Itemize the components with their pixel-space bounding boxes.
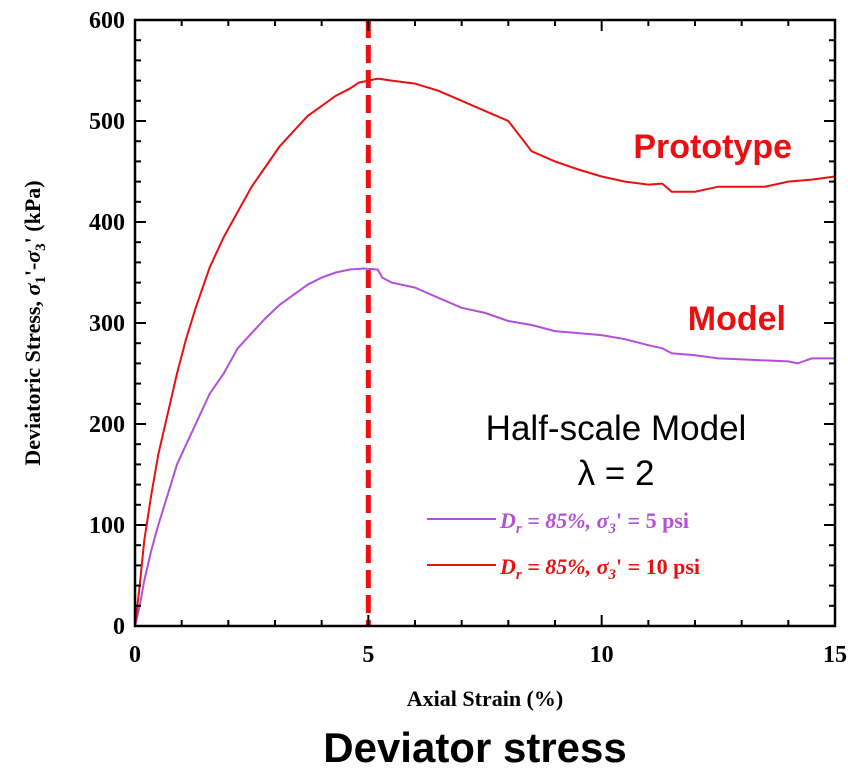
series-line-1 [134, 77, 836, 627]
legend-label-10psi: Dr = 85%, σ3' = 10 psi [499, 554, 700, 583]
y-tick-label: 300 [89, 311, 125, 337]
y-tick-label: 200 [89, 412, 125, 438]
y-tick-label: 400 [89, 210, 125, 236]
legend: Dr = 85%, σ3' = 5 psi Dr = 85%, σ3' = 10… [427, 508, 700, 583]
x-tick-label: 10 [590, 642, 614, 668]
y-tick-label: 100 [89, 513, 125, 539]
x-tick-label: 5 [362, 642, 374, 668]
model-annotation: Model [688, 300, 786, 338]
scale-annotation-line2: λ = 2 [578, 454, 655, 493]
prototype-annotation: Prototype [633, 128, 792, 166]
series-line-0 [134, 267, 835, 627]
figure-caption: Deviator stress [323, 724, 627, 771]
y-tick-label: 0 [113, 614, 125, 640]
y-axis-label: Deviatoric Stress, σ1'-σ3' (kPa) [20, 180, 49, 465]
x-tick-label: 15 [823, 642, 847, 668]
y-tick-label: 600 [89, 8, 125, 34]
y-tick-label: 500 [89, 109, 125, 135]
plot-area [134, 20, 836, 627]
x-tick-label: 0 [129, 642, 141, 668]
x-axis-ticks: 0 5 10 15 [129, 20, 847, 668]
y-axis-ticks: 0 100 200 300 400 500 600 [89, 8, 835, 640]
legend-label-5psi: Dr = 85%, σ3' = 5 psi [499, 508, 689, 537]
scale-annotation-line1: Half-scale Model [486, 409, 747, 448]
x-axis-label: Axial Strain (%) [407, 686, 563, 711]
